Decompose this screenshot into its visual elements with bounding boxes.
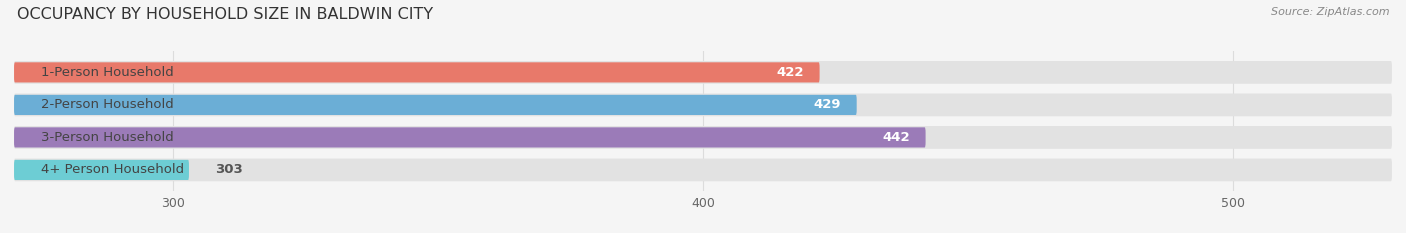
FancyBboxPatch shape [14,61,1392,84]
Text: 442: 442 [882,131,910,144]
Text: 1-Person Household: 1-Person Household [41,66,173,79]
Text: 422: 422 [776,66,804,79]
FancyBboxPatch shape [14,93,1392,116]
Text: OCCUPANCY BY HOUSEHOLD SIZE IN BALDWIN CITY: OCCUPANCY BY HOUSEHOLD SIZE IN BALDWIN C… [17,7,433,22]
Text: 3-Person Household: 3-Person Household [41,131,173,144]
FancyBboxPatch shape [14,126,1392,149]
FancyBboxPatch shape [14,127,925,147]
Text: 2-Person Household: 2-Person Household [41,98,173,111]
FancyBboxPatch shape [14,95,856,115]
Text: Source: ZipAtlas.com: Source: ZipAtlas.com [1271,7,1389,17]
Text: 4+ Person Household: 4+ Person Household [41,163,184,176]
Text: 303: 303 [215,163,243,176]
FancyBboxPatch shape [14,160,188,180]
FancyBboxPatch shape [14,158,1392,181]
Text: 429: 429 [813,98,841,111]
FancyBboxPatch shape [14,62,820,82]
